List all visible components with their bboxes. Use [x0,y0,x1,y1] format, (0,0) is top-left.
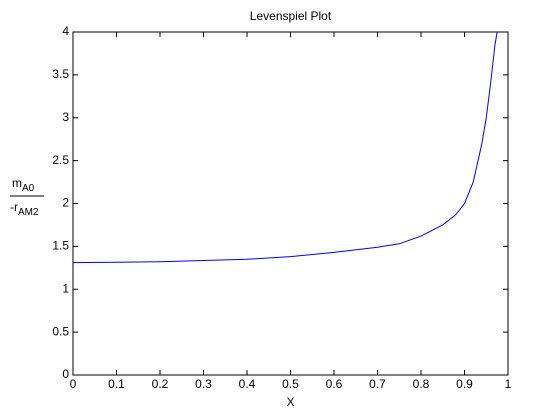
y-tick-label: 0.5 [52,324,69,338]
x-tick-label: 0.2 [152,377,169,391]
y-label-den-main: -r [10,200,18,214]
y-tick-label: 2.5 [52,153,69,167]
y-tick-label: 3 [62,110,69,124]
x-tick-label: 0 [70,377,77,391]
x-tick-label: 0.8 [413,377,430,391]
y-tick-label: 1 [62,281,69,295]
x-tick-label: 0.9 [456,377,473,391]
x-axis-label: X [286,395,294,409]
x-tick-label: 0.1 [108,377,125,391]
y-tick-label: 0 [62,367,69,381]
y-tick-label: 3.5 [52,67,69,81]
x-tick-label: 1 [505,377,512,391]
data-line [72,31,498,264]
y-tick-label: 2 [62,196,69,210]
y-label-denominator: -rAM2 [10,200,39,217]
x-tick-label: 0.3 [195,377,212,391]
y-label-den-sub: AM2 [18,207,39,218]
x-tick-label: 0.4 [239,377,256,391]
y-tick-label: 4 [62,24,69,38]
y-axis-label: mA0 -rAM2 [10,176,44,218]
y-label-numerator: mA0 [12,176,35,193]
y-label-num-sub: A0 [22,183,35,194]
y-tick-label: 1.5 [52,239,69,253]
x-tick-label: 0.7 [369,377,386,391]
x-tick-label: 0.5 [282,377,299,391]
y-label-num-main: m [12,176,22,190]
x-tick-label: 0.6 [326,377,343,391]
chart-title: Levenspiel Plot [250,9,332,23]
